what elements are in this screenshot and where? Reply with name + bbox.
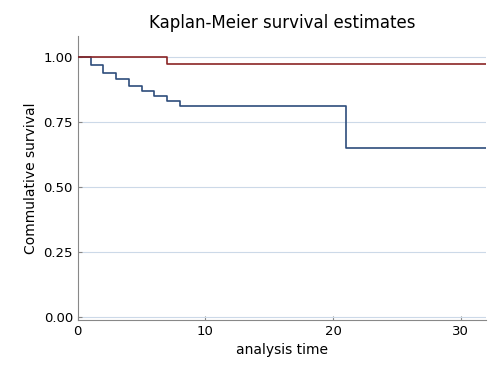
X-axis label: analysis time: analysis time — [236, 343, 328, 357]
Title: Kaplan-Meier survival estimates: Kaplan-Meier survival estimates — [148, 14, 415, 32]
Y-axis label: Commulative survival: Commulative survival — [24, 102, 38, 254]
